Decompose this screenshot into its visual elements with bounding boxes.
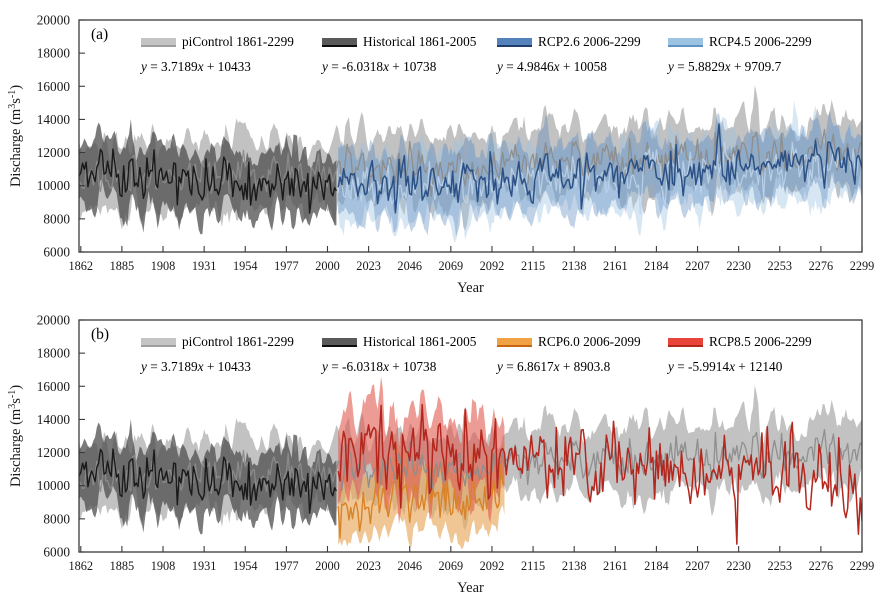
svg-text:8000: 8000 [43, 211, 70, 226]
svg-text:2046: 2046 [397, 259, 422, 273]
svg-text:6000: 6000 [43, 545, 70, 560]
svg-text:1885: 1885 [110, 259, 135, 273]
svg-text:20000: 20000 [37, 13, 71, 28]
svg-text:2230: 2230 [726, 559, 751, 573]
svg-text:2000: 2000 [315, 259, 340, 273]
svg-text:1885: 1885 [110, 559, 135, 573]
svg-text:y = -6.0318x + 10738: y = -6.0318x + 10738 [320, 359, 437, 374]
svg-text:Year: Year [457, 580, 484, 596]
svg-text:2161: 2161 [603, 559, 628, 573]
svg-text:RCP2.6 2006-2299: RCP2.6 2006-2299 [538, 34, 641, 49]
svg-text:2115: 2115 [521, 259, 545, 273]
svg-text:2299: 2299 [850, 259, 875, 273]
svg-text:18000: 18000 [37, 46, 71, 61]
svg-text:2092: 2092 [480, 559, 505, 573]
svg-text:1954: 1954 [233, 259, 258, 273]
svg-text:Year: Year [457, 280, 484, 296]
svg-text:2230: 2230 [726, 259, 751, 273]
svg-text:2207: 2207 [685, 259, 710, 273]
svg-text:(a): (a) [91, 26, 108, 43]
svg-text:2115: 2115 [521, 559, 545, 573]
svg-text:1862: 1862 [68, 259, 93, 273]
svg-text:10000: 10000 [37, 478, 71, 493]
svg-text:y = 3.7189x + 10433: y = 3.7189x + 10433 [139, 59, 251, 74]
svg-text:2207: 2207 [685, 559, 710, 573]
svg-text:20000: 20000 [37, 313, 71, 328]
svg-text:y = 6.8617x + 8903.8: y = 6.8617x + 8903.8 [495, 359, 611, 374]
svg-text:1977: 1977 [274, 559, 299, 573]
svg-text:2069: 2069 [439, 559, 464, 573]
svg-text:2184: 2184 [644, 559, 669, 573]
svg-text:2253: 2253 [767, 259, 792, 273]
svg-text:8000: 8000 [43, 511, 70, 526]
svg-text:2299: 2299 [850, 559, 875, 573]
svg-text:12000: 12000 [37, 445, 71, 460]
svg-text:16000: 16000 [37, 79, 71, 94]
svg-text:2253: 2253 [767, 559, 792, 573]
svg-text:RCP8.5 2006-2299: RCP8.5 2006-2299 [709, 334, 812, 349]
svg-text:2092: 2092 [480, 259, 505, 273]
svg-text:Historical 1861-2005: Historical 1861-2005 [363, 334, 477, 349]
svg-text:y = -6.0318x + 10738: y = -6.0318x + 10738 [320, 59, 437, 74]
svg-text:10000: 10000 [37, 178, 71, 193]
svg-text:y = 4.9846x + 10058: y = 4.9846x + 10058 [495, 59, 607, 74]
svg-text:1931: 1931 [192, 259, 217, 273]
svg-text:14000: 14000 [37, 112, 71, 127]
svg-text:2276: 2276 [809, 559, 834, 573]
svg-text:16000: 16000 [37, 379, 71, 394]
svg-text:14000: 14000 [37, 412, 71, 427]
svg-text:(b): (b) [91, 326, 109, 343]
svg-text:18000: 18000 [37, 346, 71, 361]
svg-text:2023: 2023 [356, 259, 381, 273]
svg-text:2184: 2184 [644, 259, 669, 273]
svg-text:Discharge (m3s-1): Discharge (m3s-1) [7, 85, 25, 187]
svg-text:RCP6.0 2006-2099: RCP6.0 2006-2099 [538, 334, 641, 349]
svg-text:2161: 2161 [603, 259, 628, 273]
svg-text:1908: 1908 [151, 259, 176, 273]
svg-text:Historical 1861-2005: Historical 1861-2005 [363, 34, 477, 49]
svg-text:2138: 2138 [562, 259, 587, 273]
svg-text:piControl 1861-2299: piControl 1861-2299 [182, 34, 294, 49]
svg-text:Discharge (m3s-1): Discharge (m3s-1) [7, 385, 25, 487]
svg-text:2023: 2023 [356, 559, 381, 573]
svg-text:1931: 1931 [192, 559, 217, 573]
svg-text:6000: 6000 [43, 245, 70, 260]
svg-text:2069: 2069 [439, 259, 464, 273]
svg-text:y = -5.9914x + 12140: y = -5.9914x + 12140 [666, 359, 783, 374]
svg-text:RCP4.5 2006-2299: RCP4.5 2006-2299 [709, 34, 812, 49]
svg-text:y = 5.8829x + 9709.7: y = 5.8829x + 9709.7 [666, 59, 782, 74]
svg-text:piControl 1861-2299: piControl 1861-2299 [182, 334, 294, 349]
svg-text:2046: 2046 [397, 559, 422, 573]
svg-text:1954: 1954 [233, 559, 258, 573]
svg-text:1862: 1862 [68, 559, 93, 573]
svg-text:12000: 12000 [37, 145, 71, 160]
svg-text:y = 3.7189x + 10433: y = 3.7189x + 10433 [139, 359, 251, 374]
svg-text:2138: 2138 [562, 559, 587, 573]
svg-text:1908: 1908 [151, 559, 176, 573]
svg-text:2000: 2000 [315, 559, 340, 573]
svg-text:1977: 1977 [274, 259, 299, 273]
svg-text:2276: 2276 [809, 259, 834, 273]
